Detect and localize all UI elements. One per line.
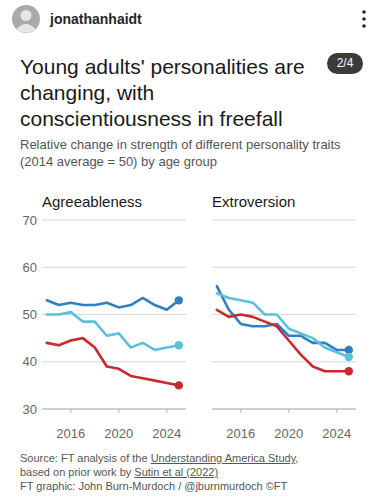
menu-dot [362, 17, 366, 21]
grid-line [212, 409, 356, 410]
series-line [217, 293, 349, 357]
avatar-body [17, 24, 36, 33]
x-tick-label: 2020 [274, 426, 303, 441]
panel-title: Extroversion [212, 193, 295, 210]
end-marker [345, 367, 353, 375]
end-marker [175, 341, 183, 349]
x-axis-line [212, 409, 356, 410]
y-tick-label: 70 [23, 213, 37, 228]
grid-line [42, 409, 186, 410]
y-tick-label: 60 [23, 260, 37, 275]
x-tick-label: 2024 [152, 426, 181, 441]
source-text: , [295, 452, 298, 464]
x-tick [70, 409, 71, 413]
source-line: Source: FT analysis of the Understanding… [20, 451, 365, 465]
x-tick-label: 2016 [56, 426, 85, 441]
x-tick-label: 2024 [322, 426, 351, 441]
grid-line [42, 361, 186, 362]
grid-line [212, 361, 356, 362]
chart-panel: Extroversion 2016 2020 2024 [212, 193, 356, 441]
avatar-head [21, 10, 32, 21]
y-tick-label: 50 [23, 307, 37, 322]
source-link[interactable]: Understanding America Study [151, 452, 296, 464]
end-marker [345, 353, 353, 361]
series-line [47, 312, 179, 350]
x-tick [288, 409, 289, 413]
x-tick [240, 409, 241, 413]
source-text: Source: FT analysis of the [20, 452, 151, 464]
menu-dot [362, 24, 366, 28]
y-tick-label: 30 [23, 402, 37, 417]
end-marker [175, 296, 183, 304]
credit: FT graphic: John Burn-Murdoch / @jburnmu… [20, 479, 365, 493]
grid-line [212, 220, 356, 221]
source-text: based on prior work by [20, 466, 134, 478]
end-marker [175, 381, 183, 389]
x-tick [118, 409, 119, 413]
menu-dots[interactable] [362, 10, 366, 28]
avatar [12, 5, 40, 33]
series-line [47, 338, 179, 385]
panel-title: Agreeableness [42, 193, 142, 210]
page-badge: 2/4 [327, 53, 363, 74]
data-layer [47, 296, 183, 389]
data-layer [217, 286, 353, 375]
grid-line [42, 220, 186, 221]
x-tick-label: 2020 [104, 426, 133, 441]
subtitle: Relative change in strength of different… [20, 136, 368, 170]
series-line [217, 286, 349, 350]
y-tick-label: 40 [23, 354, 37, 369]
x-tick-label: 2016 [226, 426, 255, 441]
username[interactable]: jonathanhaidt [50, 11, 142, 27]
chart-panel: Agreeableness 30 40 50 60 70 2016 2020 2024 [23, 193, 186, 441]
x-tick [166, 409, 167, 413]
series-line [47, 298, 179, 310]
x-tick [336, 409, 337, 413]
source-link[interactable]: Sutin et al (2022) [134, 466, 218, 478]
avatar-bg [12, 5, 40, 33]
series-line [217, 310, 349, 371]
source-line: based on prior work by Sutin et al (2022… [20, 465, 365, 479]
x-axis-line [42, 409, 186, 410]
page: Agreeableness3040506070201620202024Extro… [0, 0, 375, 500]
grid-line [42, 267, 186, 268]
grid-line [212, 267, 356, 268]
source: Source: FT analysis of the Understanding… [20, 451, 365, 493]
title: Young adults' personalities are changing… [20, 54, 326, 132]
menu-dot [362, 10, 366, 14]
